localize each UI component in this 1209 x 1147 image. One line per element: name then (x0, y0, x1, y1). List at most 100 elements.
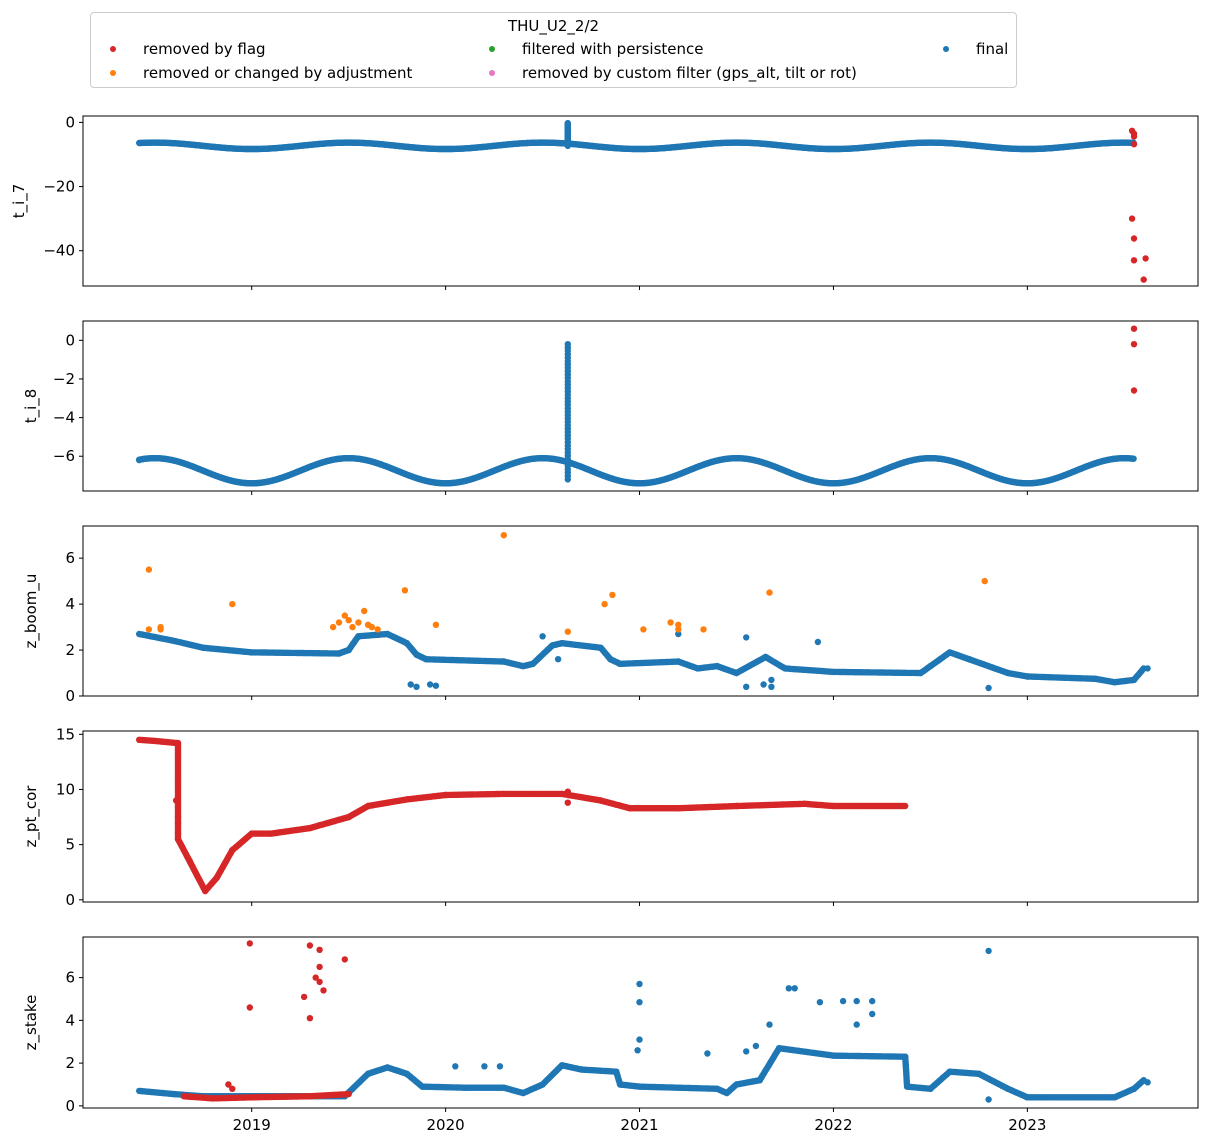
data-point-removed-or-changed-by-adjustment (145, 626, 153, 633)
data-point-final (636, 980, 643, 988)
data-point-final (768, 683, 775, 690)
data-point-final (636, 1036, 643, 1043)
data-point-removed-by-flag (564, 799, 571, 806)
data-point-removed-or-changed-by-adjustment (145, 566, 153, 573)
legend-title: THU_U2_2/2 (507, 17, 600, 35)
data-point-removed-by-flag (1130, 387, 1138, 394)
data-point-final (869, 1010, 876, 1018)
legend-label-custom-filter: removed by custom filter (gps_alt, tilt … (522, 64, 857, 82)
data-point-final (452, 1063, 459, 1070)
data-point-removed-by-flag (902, 802, 909, 810)
axes-frame (82, 320, 1199, 492)
y-tick-label: 5 (65, 836, 75, 854)
data-point-final (785, 985, 792, 992)
data-point-removed-or-changed-by-adjustment (700, 626, 707, 633)
y-axis-label: z_pt_cor (22, 785, 41, 848)
data-point-removed-or-changed-by-adjustment (361, 607, 368, 615)
data-point-final (853, 997, 860, 1005)
data-point-final (432, 682, 440, 689)
legend-marker-adjustment (110, 70, 116, 76)
axes-frame (82, 730, 1199, 903)
subplot-t_i_8: 0 −2 −4 −6 t_i_8 (22, 320, 1199, 495)
legend-marker-removed-by-flag (110, 46, 116, 52)
data-point-final (985, 684, 992, 692)
data-point-final (704, 1050, 711, 1057)
legend-marker-final (943, 46, 949, 52)
data-point-removed-by-flag (1130, 141, 1138, 148)
data-point-removed-by-flag (172, 797, 180, 804)
data-point-removed-or-changed-by-adjustment (601, 600, 608, 608)
data-point-removed-by-flag (1142, 255, 1149, 262)
y-axis-label: t_i_8 (22, 389, 41, 424)
data-point-final (814, 638, 822, 646)
data-point-removed-or-changed-by-adjustment (401, 587, 409, 594)
data-point-final (743, 634, 750, 641)
data-point-removed-or-changed-by-adjustment (500, 532, 507, 539)
y-tick-label: −2 (53, 370, 75, 388)
data-point-removed-or-changed-by-adjustment (640, 626, 647, 633)
data-point-removed-by-flag (174, 830, 182, 837)
data-point-removed-or-changed-by-adjustment (675, 626, 682, 633)
data-point-removed-by-flag (1130, 257, 1138, 264)
data-point-final (869, 997, 876, 1005)
data-point-removed-by-flag (174, 813, 182, 821)
legend-label-adjustment: removed or changed by adjustment (143, 64, 413, 82)
data-point-final (426, 681, 434, 688)
data-point-final (564, 341, 571, 348)
data-point-removed-or-changed-by-adjustment (157, 626, 164, 633)
legend-marker-custom-filter (489, 70, 495, 76)
y-tick-label: 0 (65, 113, 75, 131)
data-point-removed-by-flag (1130, 235, 1138, 242)
data-point-final (539, 633, 546, 640)
y-tick-label: 0 (65, 331, 75, 349)
data-point-final (481, 1063, 488, 1070)
data-point-final (634, 1047, 641, 1054)
data-point-removed-by-flag (1140, 276, 1147, 283)
data-point-final (554, 656, 562, 663)
data-point-removed-or-changed-by-adjustment (981, 577, 988, 585)
y-tick-label: 15 (56, 725, 75, 743)
data-point-removed-by-flag (1130, 325, 1138, 332)
data-point-final (743, 1048, 750, 1055)
data-point-removed-or-changed-by-adjustment (335, 619, 343, 626)
data-point-removed-or-changed-by-adjustment (368, 623, 376, 631)
data-point-final (853, 1021, 860, 1028)
axes-frame (82, 525, 1199, 697)
data-point-removed-or-changed-by-adjustment (329, 623, 337, 631)
axes-frame (82, 115, 1199, 287)
data-point-final (816, 999, 824, 1006)
data-point-removed-or-changed-by-adjustment (766, 589, 773, 596)
data-point-final (766, 1021, 773, 1028)
data-point-final (985, 1096, 992, 1103)
data-point-final (743, 683, 750, 690)
y-tick-label: 0 (65, 687, 75, 705)
data-point-final (752, 1042, 760, 1050)
y-tick-label: −4 (53, 409, 75, 427)
legend-label-final: final (976, 40, 1009, 58)
y-tick-label: −6 (53, 447, 75, 465)
data-point-removed-or-changed-by-adjustment (374, 626, 381, 633)
data-point-final (136, 456, 143, 464)
data-point-final (1130, 455, 1137, 462)
data-point-final (407, 681, 414, 688)
data-point-removed-by-flag (564, 788, 571, 795)
data-point-removed-or-changed-by-adjustment (349, 623, 356, 631)
y-tick-label: −20 (43, 178, 75, 196)
data-point-removed-by-flag (1130, 341, 1138, 348)
data-point-removed-or-changed-by-adjustment (667, 619, 674, 626)
y-tick-label: 6 (65, 549, 75, 567)
data-point-final (413, 683, 420, 690)
data-point-final (564, 119, 571, 127)
data-point-final (496, 1063, 504, 1070)
data-point-removed-or-changed-by-adjustment (229, 600, 236, 608)
data-point-removed-or-changed-by-adjustment (345, 617, 352, 624)
data-point-removed-by-flag (1130, 133, 1138, 140)
y-tick-label: 0 (65, 891, 75, 909)
data-point-removed-by-flag (1128, 215, 1136, 222)
y-axis-label: t_i_7 (10, 184, 29, 219)
data-point-removed-or-changed-by-adjustment (564, 628, 571, 635)
data-point-final (760, 681, 767, 688)
